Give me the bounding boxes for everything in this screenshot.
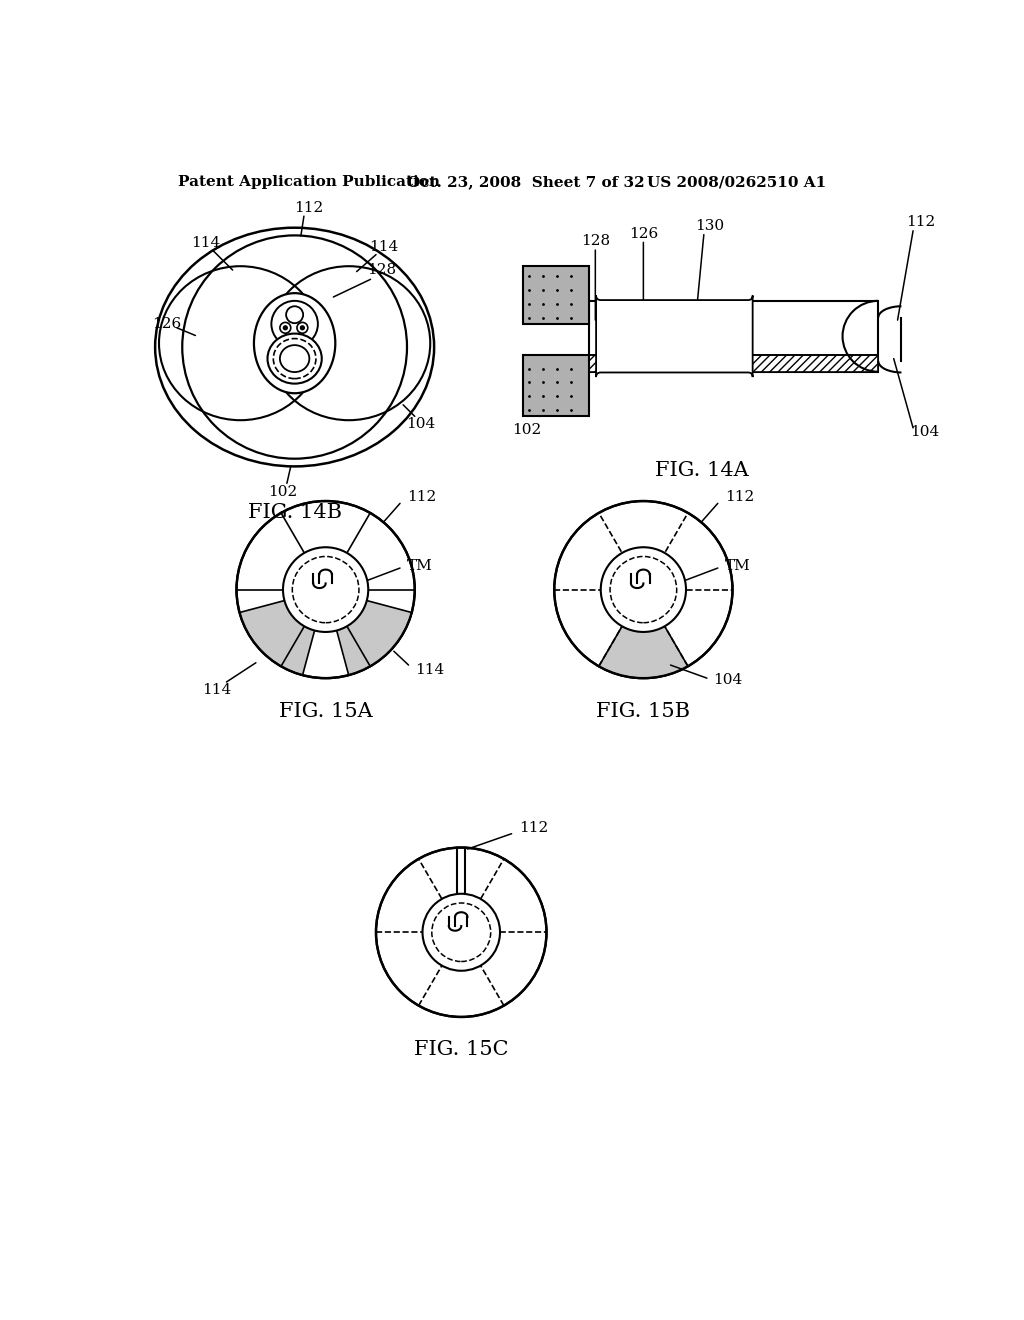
Text: 114: 114 <box>415 664 444 677</box>
Text: TM: TM <box>407 560 433 573</box>
Bar <box>589 308 879 323</box>
Bar <box>589 301 879 372</box>
Text: 128: 128 <box>581 235 610 248</box>
Wedge shape <box>326 590 412 675</box>
Text: 102: 102 <box>512 424 542 437</box>
Bar <box>523 267 589 323</box>
Bar <box>589 301 879 308</box>
Text: Oct. 23, 2008  Sheet 7 of 32: Oct. 23, 2008 Sheet 7 of 32 <box>407 176 645 189</box>
Text: 112: 112 <box>725 490 754 504</box>
Circle shape <box>271 301 317 347</box>
Circle shape <box>300 326 304 330</box>
Circle shape <box>284 326 288 330</box>
Text: 104: 104 <box>910 425 939 438</box>
Ellipse shape <box>254 293 335 393</box>
Circle shape <box>601 548 686 632</box>
Text: 112: 112 <box>906 215 936 230</box>
Text: FIG. 14A: FIG. 14A <box>654 461 749 479</box>
Text: 126: 126 <box>629 227 658 240</box>
Text: 114: 114 <box>369 240 398 253</box>
FancyBboxPatch shape <box>596 296 753 378</box>
Text: 104: 104 <box>407 417 435 432</box>
Text: 104: 104 <box>713 673 742 688</box>
Bar <box>589 355 879 372</box>
Circle shape <box>423 894 500 970</box>
Text: 114: 114 <box>190 236 220 249</box>
Text: 112: 112 <box>407 490 436 504</box>
Circle shape <box>376 847 547 1016</box>
Text: FIG. 14B: FIG. 14B <box>248 503 342 523</box>
Text: FIG. 15C: FIG. 15C <box>414 1040 509 1059</box>
Text: 114: 114 <box>203 682 231 697</box>
Text: Patent Application Publication: Patent Application Publication <box>178 176 440 189</box>
Ellipse shape <box>280 345 309 372</box>
Circle shape <box>280 322 291 333</box>
Text: 128: 128 <box>367 263 396 277</box>
Circle shape <box>286 306 303 323</box>
Text: TM: TM <box>725 560 751 573</box>
Text: FIG. 15A: FIG. 15A <box>279 702 373 721</box>
Circle shape <box>297 322 308 333</box>
Circle shape <box>283 548 369 632</box>
Text: US 2008/0262510 A1: US 2008/0262510 A1 <box>647 176 826 189</box>
Wedge shape <box>240 590 326 675</box>
Circle shape <box>237 502 415 678</box>
Text: 102: 102 <box>268 484 298 499</box>
Text: 126: 126 <box>153 317 181 331</box>
Wedge shape <box>599 590 688 678</box>
Text: FIG. 15B: FIG. 15B <box>596 702 690 721</box>
Text: 112: 112 <box>294 202 324 215</box>
Bar <box>523 355 589 416</box>
Circle shape <box>554 502 732 678</box>
Text: 130: 130 <box>694 219 724 234</box>
Ellipse shape <box>267 334 322 384</box>
Text: 112: 112 <box>519 821 549 836</box>
